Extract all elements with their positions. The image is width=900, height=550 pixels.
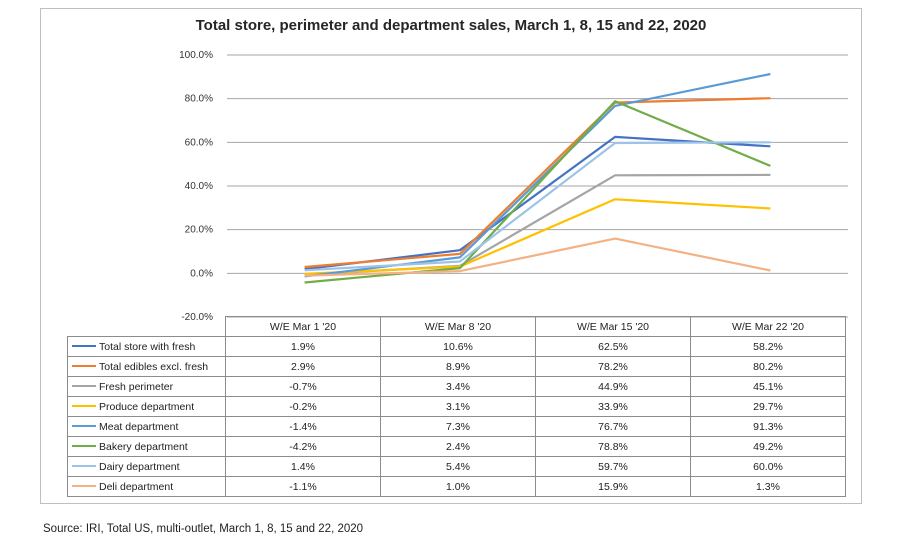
data-label: 44.9% xyxy=(535,376,691,397)
table-column-header: W/E Mar 8 '20 xyxy=(380,316,536,337)
data-label: 78.8% xyxy=(535,436,691,457)
legend-label: Total store with fresh xyxy=(99,340,196,353)
legend-label: Dairy department xyxy=(99,460,180,473)
series-lines xyxy=(304,72,771,284)
series-line xyxy=(304,100,771,284)
legend-label: Produce department xyxy=(99,400,195,413)
source-note: Source: IRI, Total US, multi-outlet, Mar… xyxy=(43,523,364,535)
data-label: 8.9% xyxy=(380,356,536,377)
table-row: Deli department -1.1% 1.0% 15.9% 1.3% xyxy=(67,476,846,497)
legend-entry: Total store with fresh xyxy=(67,336,226,357)
legend-entry: Deli department xyxy=(67,476,226,497)
data-label: 1.0% xyxy=(380,476,536,497)
y-tick-label: 0.0% xyxy=(190,268,213,279)
table-row: Meat department -1.4% 7.3% 76.7% 91.3% xyxy=(67,416,846,437)
data-label: 7.3% xyxy=(380,416,536,437)
y-tick-label: 100.0% xyxy=(179,50,213,61)
series-line xyxy=(304,237,771,277)
table-row: Total store with fresh 1.9% 10.6% 62.5% 58.2… xyxy=(67,336,846,357)
legend-label: Deli department xyxy=(99,480,174,493)
data-label: 1.9% xyxy=(225,336,381,357)
table-row: Produce department -0.2% 3.1% 33.9% 29.7% xyxy=(67,396,846,417)
data-label: 1.3% xyxy=(690,476,846,497)
data-label: -4.2% xyxy=(225,436,381,457)
data-label: 29.7% xyxy=(690,396,846,417)
data-label: 78.2% xyxy=(535,356,691,377)
table-row: Total edibles excl. fresh 2.9% 8.9% 78.2% 80… xyxy=(67,356,846,377)
legend-entry: Fresh perimeter xyxy=(67,376,226,397)
data-label: 15.9% xyxy=(535,476,691,497)
y-tick-label: 40.0% xyxy=(185,181,213,192)
legend-entry: Produce department xyxy=(67,396,226,417)
data-label: 3.4% xyxy=(380,376,536,397)
legend-swatch xyxy=(72,424,96,427)
legend-entry: Dairy department xyxy=(67,456,226,477)
data-label: 3.1% xyxy=(380,396,536,417)
y-axis-ticks: 100.0%80.0%60.0%40.0%20.0%0.0%-20.0% xyxy=(179,50,213,323)
table-header-row: W/E Mar 1 '20 W/E Mar 8 '20 W/E Mar 15 '20… xyxy=(67,316,846,337)
data-label: -0.2% xyxy=(225,396,381,417)
series-line xyxy=(304,141,771,272)
table-row: Dairy department 1.4% 5.4% 59.7% 60.0% xyxy=(67,456,846,477)
series-line xyxy=(304,198,771,275)
table-column-header: W/E Mar 22 '20 xyxy=(690,316,846,337)
table-column-header: W/E Mar 15 '20 xyxy=(535,316,691,337)
y-tick-label: 60.0% xyxy=(185,137,213,148)
y-tick-label: 80.0% xyxy=(185,94,213,105)
series-line xyxy=(304,97,771,269)
data-label: 76.7% xyxy=(535,416,691,437)
data-label: 62.5% xyxy=(535,336,691,357)
data-label: -1.4% xyxy=(225,416,381,437)
chart-frame xyxy=(40,8,862,504)
data-label: -1.1% xyxy=(225,476,381,497)
legend-swatch xyxy=(72,464,96,467)
y-tick-label: 20.0% xyxy=(185,225,213,236)
legend-entry: Total edibles excl. fresh xyxy=(67,356,226,377)
data-label: 59.7% xyxy=(535,456,691,477)
data-label: 45.1% xyxy=(690,376,846,397)
legend-swatch xyxy=(72,384,96,387)
table-corner xyxy=(67,316,226,337)
legend-label: Fresh perimeter xyxy=(99,380,174,393)
table-body: Total store with fresh 1.9% 10.6% 62.5% 58.2… xyxy=(67,336,846,497)
data-label: 58.2% xyxy=(690,336,846,357)
data-label: 5.4% xyxy=(380,456,536,477)
legend-label: Meat department xyxy=(99,420,179,433)
data-label: 2.9% xyxy=(225,356,381,377)
legend-entry: Meat department xyxy=(67,416,226,437)
chart-title: Total store, perimeter and department sa… xyxy=(195,17,707,34)
data-label: 91.3% xyxy=(690,416,846,437)
legend-swatch xyxy=(72,484,96,487)
legend-swatch xyxy=(72,444,96,447)
legend-label: Total edibles excl. fresh xyxy=(99,360,209,373)
table-row: Fresh perimeter -0.7% 3.4% 44.9% 45.1% xyxy=(67,376,846,397)
table-column-header: W/E Mar 1 '20 xyxy=(225,316,381,337)
data-label: 33.9% xyxy=(535,396,691,417)
table-row: Bakery department -4.2% 2.4% 78.8% 49.2% xyxy=(67,436,846,457)
legend-swatch xyxy=(72,344,96,347)
data-table: W/E Mar 1 '20 W/E Mar 8 '20 W/E Mar 15 '20… xyxy=(67,316,846,497)
legend-swatch xyxy=(72,364,96,367)
data-label: 80.2% xyxy=(690,356,846,377)
data-label: 60.0% xyxy=(690,456,846,477)
legend-label: Bakery department xyxy=(99,440,188,453)
data-label: 2.4% xyxy=(380,436,536,457)
data-label: 49.2% xyxy=(690,436,846,457)
data-label: -0.7% xyxy=(225,376,381,397)
data-label: 1.4% xyxy=(225,456,381,477)
legend-entry: Bakery department xyxy=(67,436,226,457)
data-label: 10.6% xyxy=(380,336,536,357)
legend-swatch xyxy=(72,404,96,407)
